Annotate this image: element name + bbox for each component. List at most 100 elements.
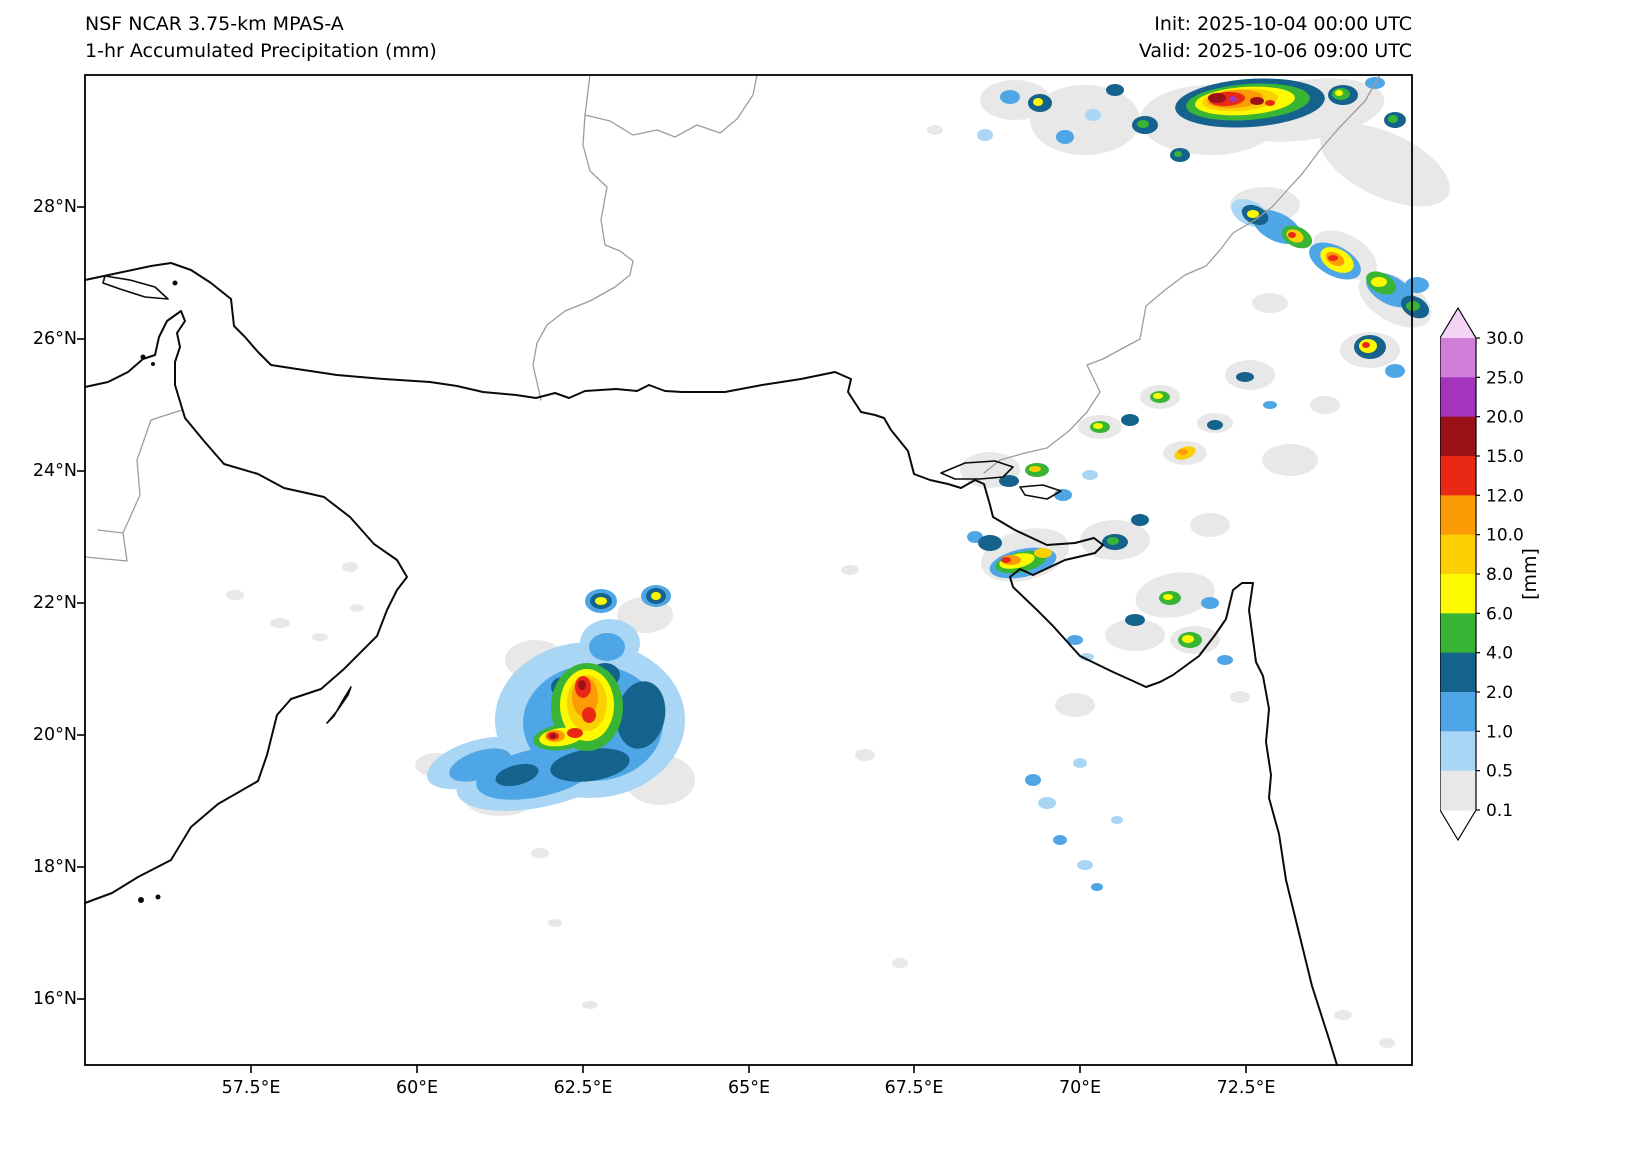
precip-cell xyxy=(855,749,875,761)
precip-cell xyxy=(1371,277,1387,287)
colorbar-tick-label: 1.0 xyxy=(1486,722,1513,742)
precip-cell xyxy=(1153,393,1163,399)
precip-cell xyxy=(1038,797,1056,809)
precip-cell xyxy=(1335,90,1343,96)
colorbar-tick-label: 6.0 xyxy=(1486,604,1513,624)
precip-cell xyxy=(1178,449,1188,455)
precip-cell xyxy=(978,535,1002,551)
precip-cell xyxy=(350,604,364,612)
colorbar-segment xyxy=(1440,338,1476,378)
colorbar-tick-label: 25.0 xyxy=(1486,368,1524,388)
precip-cell xyxy=(270,618,290,628)
colorbar-under-arrow xyxy=(1440,810,1476,840)
precip-cell xyxy=(1163,594,1173,600)
colorbar-tick-label: 4.0 xyxy=(1486,644,1513,664)
precip-cell xyxy=(1263,401,1277,409)
admin-borders-layer xyxy=(84,74,1381,562)
precip-cell xyxy=(1137,120,1149,128)
x-tick-label: 72.5°E xyxy=(1216,1078,1276,1098)
colorbar-segment xyxy=(1440,770,1476,811)
precip-cell xyxy=(841,565,859,575)
precip-cell xyxy=(892,958,908,968)
precip-cell xyxy=(1080,653,1094,661)
x-tick-label: 70°E xyxy=(1058,1078,1102,1098)
precip-cell xyxy=(1029,466,1041,472)
precip-cell xyxy=(1174,151,1182,157)
precip-cell xyxy=(977,129,993,141)
coastline-layer xyxy=(84,262,1338,1066)
colorbar: 30.0 25.0 20.0 15.0 12.0 10.0 8.0 6.0 4.0 2.0 1.0 0… xyxy=(1439,306,1570,851)
precip-cell xyxy=(1077,860,1093,870)
precip-cell xyxy=(1217,655,1233,665)
precip-cell xyxy=(1229,96,1237,102)
precip-cell xyxy=(1328,255,1338,261)
colorbar-segment xyxy=(1440,534,1476,575)
precip-cell xyxy=(1385,364,1405,378)
precip-cell xyxy=(449,748,511,782)
colorbar-segment xyxy=(1440,652,1476,693)
colorbar-over-arrow xyxy=(1440,308,1476,338)
precip-cell xyxy=(1125,614,1145,626)
precip-cell xyxy=(1111,816,1123,824)
colorbar-segment xyxy=(1440,692,1476,732)
precip-cell xyxy=(1388,115,1398,123)
x-tick-label: 67.5°E xyxy=(884,1078,944,1098)
precip-cell xyxy=(1310,396,1340,414)
model-name: NSF NCAR 3.75-km MPAS-A xyxy=(85,13,344,35)
precip-cell xyxy=(1055,693,1095,717)
precipitation-layer xyxy=(226,77,1450,1048)
precip-cell xyxy=(1236,372,1254,382)
colorbar-tick-label: 12.0 xyxy=(1486,486,1524,506)
precip-cell xyxy=(1034,548,1052,558)
precip-cell xyxy=(1247,210,1259,218)
precip-cell xyxy=(1091,883,1103,891)
colorbar-segment xyxy=(1440,731,1476,772)
colorbar-segment xyxy=(1440,456,1476,496)
colorbar-tick-label: 2.0 xyxy=(1486,683,1513,703)
precip-cell xyxy=(1105,619,1165,651)
precip-cell xyxy=(1334,1010,1352,1020)
colorbar-tick-label: 8.0 xyxy=(1486,565,1513,585)
precip-cell xyxy=(1379,1038,1395,1048)
map-canvas xyxy=(77,74,1450,1073)
y-tick-label: 26°N xyxy=(32,329,77,349)
precip-cell xyxy=(1208,93,1226,103)
colorbar-tick-label: 10.0 xyxy=(1486,526,1524,546)
precip-cell xyxy=(342,562,358,572)
precip-cell xyxy=(1252,293,1288,313)
precip-cell xyxy=(550,748,630,782)
colorbar-tick-label: 0.5 xyxy=(1486,762,1513,782)
precip-cell xyxy=(1082,470,1098,480)
border-uae-oman-branch xyxy=(97,529,124,534)
precip-cell xyxy=(1406,301,1420,311)
precip-cell xyxy=(1262,444,1318,476)
precip-cell xyxy=(999,475,1019,487)
precip-cell xyxy=(1230,691,1250,703)
precip-cell xyxy=(1053,835,1067,845)
y-tick-label: 16°N xyxy=(32,989,77,1009)
colorbar-unit-label: [mm] xyxy=(1519,548,1541,600)
islet xyxy=(151,362,155,366)
y-tick-label: 18°N xyxy=(32,857,77,877)
precip-cell xyxy=(1320,123,1450,207)
coastline-oman-uae xyxy=(84,310,408,904)
precip-cell xyxy=(616,681,666,749)
border-india-pakistan xyxy=(983,74,1381,474)
islet xyxy=(140,354,146,360)
map-plot-area xyxy=(77,74,1450,1073)
y-tick-label: 22°N xyxy=(32,593,77,613)
precip-cell xyxy=(589,633,625,661)
precip-cell xyxy=(1093,423,1103,429)
precip-cell xyxy=(1067,635,1083,645)
colorbar-tick-label: 30.0 xyxy=(1486,329,1524,349)
colorbar-segment xyxy=(1440,377,1476,418)
figure-title: NSF NCAR 3.75-km MPAS-A 1-hr Accumulated… xyxy=(85,11,437,65)
precip-cell xyxy=(531,848,549,858)
precip-cell xyxy=(582,1001,598,1009)
rann-of-kutch-outline xyxy=(940,460,1014,480)
precip-cell xyxy=(1073,758,1087,768)
valid-time: Valid: 2025-10-06 09:00 UTC xyxy=(1138,40,1412,62)
border-uae-oman xyxy=(84,409,183,562)
colorbar-segment xyxy=(1440,495,1476,536)
